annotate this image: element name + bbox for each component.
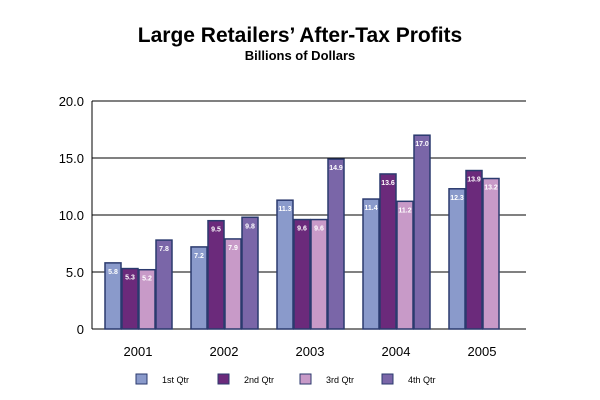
bar bbox=[465, 169, 483, 330]
y-tick-label: 5.0 bbox=[66, 265, 84, 280]
bar bbox=[224, 238, 242, 330]
chart-subtitle: Billions of Dollars bbox=[245, 48, 356, 63]
bar bbox=[379, 173, 397, 330]
data-label: 5.8 bbox=[108, 269, 118, 276]
legend-label: 2nd Qtr bbox=[244, 375, 274, 385]
bar bbox=[207, 219, 225, 330]
bar bbox=[362, 198, 380, 330]
data-label: 5.3 bbox=[125, 275, 135, 282]
legend-swatch bbox=[217, 373, 230, 385]
data-label: 9.8 bbox=[245, 223, 255, 230]
y-tick-label: 20.0 bbox=[59, 94, 84, 109]
bar bbox=[293, 218, 311, 330]
bar bbox=[276, 199, 294, 330]
data-label: 17.0 bbox=[415, 141, 429, 148]
data-label: 9.6 bbox=[314, 226, 324, 233]
bar bbox=[121, 267, 139, 330]
chart-title: Large Retailers’ After-Tax Profits bbox=[138, 24, 462, 47]
legend-swatch bbox=[299, 373, 312, 385]
data-label: 14.9 bbox=[329, 165, 343, 172]
data-label: 11.4 bbox=[364, 205, 377, 212]
legend-label: 3rd Qtr bbox=[326, 375, 354, 385]
y-tick-label: 10.0 bbox=[59, 208, 84, 223]
bar bbox=[104, 262, 122, 330]
bar bbox=[448, 188, 466, 330]
data-label: 11.2 bbox=[398, 207, 411, 214]
data-label: 13.2 bbox=[484, 185, 498, 192]
legend-label: 1st Qtr bbox=[162, 375, 189, 385]
bar bbox=[413, 134, 431, 330]
legend-swatch bbox=[135, 373, 148, 385]
x-tick-label: 2002 bbox=[210, 344, 239, 359]
data-label: 13.6 bbox=[381, 180, 395, 187]
bar bbox=[138, 268, 156, 330]
x-tick-label: 2004 bbox=[382, 344, 411, 359]
data-label: 11.3 bbox=[278, 206, 291, 213]
legend-label: 4th Qtr bbox=[408, 375, 436, 385]
bar bbox=[241, 216, 259, 330]
data-label: 13.9 bbox=[467, 177, 481, 184]
x-tick-label: 2005 bbox=[468, 344, 497, 359]
data-label: 5.2 bbox=[142, 276, 152, 283]
bar bbox=[310, 218, 328, 330]
data-label: 9.6 bbox=[297, 226, 307, 233]
bar bbox=[327, 158, 345, 330]
y-tick-label: 15.0 bbox=[59, 151, 84, 166]
data-label: 9.5 bbox=[211, 227, 221, 234]
data-label: 7.2 bbox=[194, 253, 204, 260]
y-tick-label: 0 bbox=[77, 322, 84, 337]
data-label: 7.8 bbox=[159, 246, 169, 253]
bar bbox=[155, 239, 173, 330]
bar bbox=[190, 246, 208, 330]
x-tick-label: 2003 bbox=[296, 344, 325, 359]
legend-swatch bbox=[381, 373, 394, 385]
bar bbox=[396, 200, 414, 330]
x-tick-label: 2001 bbox=[124, 344, 153, 359]
data-label: 7.9 bbox=[228, 245, 238, 252]
data-label: 12.3 bbox=[450, 195, 464, 202]
bar bbox=[482, 177, 500, 330]
